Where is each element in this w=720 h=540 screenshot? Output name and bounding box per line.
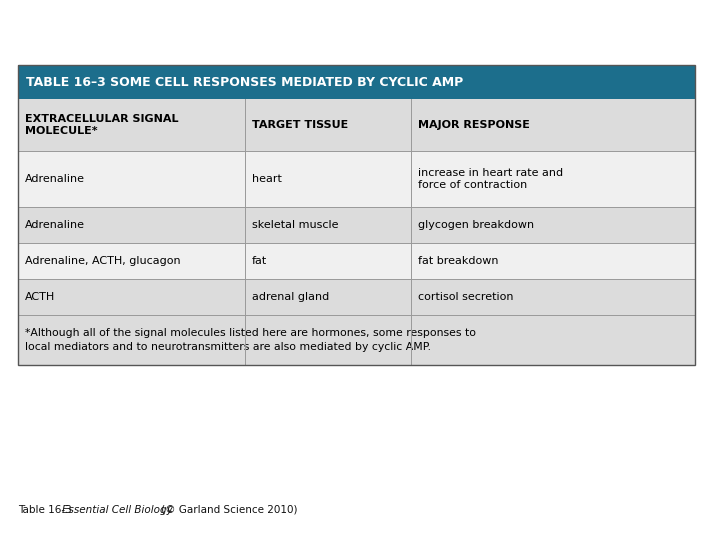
Text: skeletal muscle: skeletal muscle (252, 220, 338, 230)
Bar (18, 243, 695, 279)
Bar (18, 279, 695, 315)
Text: (© Garland Science 2010): (© Garland Science 2010) (158, 505, 297, 515)
Text: EXTRACELLULAR SIGNAL
MOLECULE*: EXTRACELLULAR SIGNAL MOLECULE* (25, 114, 179, 136)
Bar (18, 65, 695, 365)
Text: Adrenaline: Adrenaline (25, 174, 85, 184)
Text: TABLE 16–3 SOME CELL RESPONSES MEDIATED BY CYCLIC AMP: TABLE 16–3 SOME CELL RESPONSES MEDIATED … (26, 76, 463, 89)
Text: Adrenaline: Adrenaline (25, 220, 85, 230)
Text: adrenal gland: adrenal gland (252, 292, 329, 302)
Text: Adrenaline, ACTH, glucagon: Adrenaline, ACTH, glucagon (25, 256, 181, 266)
Text: cortisol secretion: cortisol secretion (418, 292, 513, 302)
Bar (18, 151, 695, 207)
Text: heart: heart (252, 174, 282, 184)
Text: *Although all of the signal molecules listed here are hormones, some responses t: *Although all of the signal molecules li… (25, 328, 476, 352)
Bar (18, 99, 695, 151)
Text: increase in heart rate and
force of contraction: increase in heart rate and force of cont… (418, 167, 563, 191)
Text: TARGET TISSUE: TARGET TISSUE (252, 120, 348, 130)
Bar (18, 65, 695, 99)
Text: fat: fat (252, 256, 267, 266)
Bar (18, 207, 695, 243)
Bar (18, 315, 695, 365)
Text: glycogen breakdown: glycogen breakdown (418, 220, 534, 230)
Text: fat breakdown: fat breakdown (418, 256, 498, 266)
Text: Essential Cell Biology: Essential Cell Biology (62, 505, 173, 515)
Text: MAJOR RESPONSE: MAJOR RESPONSE (418, 120, 529, 130)
Text: Table 16-3: Table 16-3 (18, 505, 78, 515)
Text: ACTH: ACTH (25, 292, 55, 302)
